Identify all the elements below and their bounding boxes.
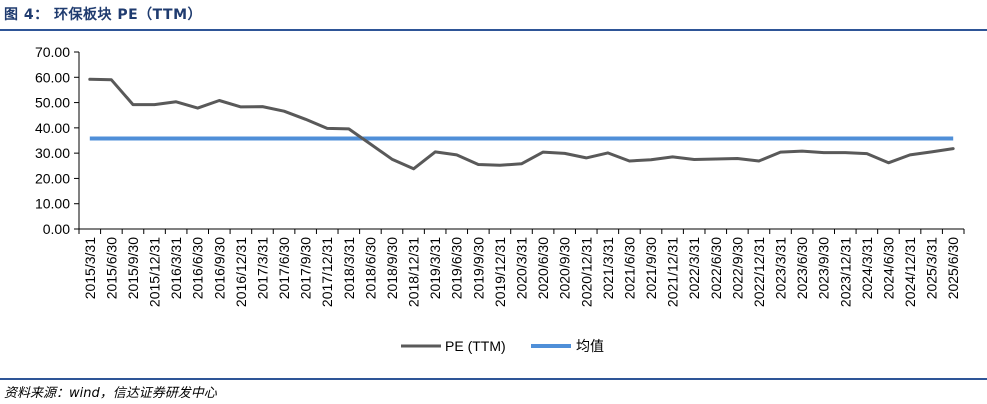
legend: PE (TTM) 均值	[401, 338, 604, 354]
y-tick-label: 20.00	[35, 170, 70, 186]
source-note: 资料来源：wind，信达证券研发中心	[4, 386, 217, 401]
x-tick-label: 2021/6/30	[621, 237, 637, 299]
x-tick-label: 2020/9/30	[557, 237, 573, 299]
y-tick-label: 10.00	[35, 196, 70, 212]
x-tick-label: 2022/9/30	[729, 237, 745, 299]
x-tick-label: 2024/6/30	[880, 237, 896, 299]
x-tick-label: 2016/12/31	[233, 237, 249, 307]
x-tick-label: 2019/12/31	[492, 237, 508, 307]
x-tick-label: 2015/9/30	[125, 237, 141, 299]
x-tick-label: 2018/6/30	[362, 237, 378, 299]
y-axis: 0.00 10.00 20.00 30.00 40.00 50.00 60.00 70.00	[35, 44, 80, 237]
y-tick-label: 30.00	[35, 145, 70, 161]
series-line-pe-ttm	[88, 77, 955, 171]
x-tick-label: 2018/3/31	[341, 237, 357, 299]
x-tick-label: 2017/9/30	[298, 237, 314, 299]
legend-label-pe-ttm: PE (TTM)	[445, 338, 506, 354]
x-tick-label: 2020/3/31	[514, 237, 530, 299]
legend-label-mean: 均值	[576, 338, 604, 354]
x-tick-label: 2023/12/31	[837, 237, 853, 307]
x-tick-label: 2017/6/30	[276, 237, 292, 299]
x-axis: 2015/3/31 2015/6/30 2015/9/30 2015/12/31 201…	[78, 228, 965, 307]
y-tick-label: 40.00	[35, 120, 70, 136]
x-tick-label: 2018/12/31	[406, 237, 422, 307]
x-tick-label: 2017/3/31	[254, 237, 270, 299]
y-tick-label: 60.00	[35, 69, 70, 85]
y-tick-label: 70.00	[35, 44, 70, 60]
series-lines	[88, 77, 955, 171]
y-tick-label: 50.00	[35, 95, 70, 111]
y-tick-label: 0.00	[43, 221, 70, 237]
x-tick-label: 2023/3/31	[773, 237, 789, 299]
x-tick-label: 2016/6/30	[190, 237, 206, 299]
x-tick-label: 2025/3/31	[924, 237, 940, 299]
x-tick-label: 2017/12/31	[319, 237, 335, 307]
x-tick-label: 2015/3/31	[82, 237, 98, 299]
x-tick-label: 2019/6/30	[449, 237, 465, 299]
x-tick-label: 2016/3/31	[168, 237, 184, 299]
top-rule	[0, 29, 987, 31]
x-tick-label: 2019/9/30	[470, 237, 486, 299]
x-tick-label: 2023/9/30	[816, 237, 832, 299]
x-tick-label: 2021/3/31	[600, 237, 616, 299]
x-tick-label: 2021/9/30	[643, 237, 659, 299]
x-tick-label: 2025/6/30	[945, 237, 961, 299]
x-tick-label: 2022/3/31	[686, 237, 702, 299]
line-chart: 0.0010.0020.0030.0040.0050.0060.0070.00 …	[35, 44, 965, 354]
figure-title: 图 4： 环保板块 PE（TTM）	[4, 7, 203, 23]
x-tick-label: 2024/3/31	[859, 237, 875, 299]
x-tick-label: 2018/9/30	[384, 237, 400, 299]
x-tick-label: 2020/6/30	[535, 237, 551, 299]
x-tick-label: 2023/6/30	[794, 237, 810, 299]
x-tick-label: 2021/12/31	[665, 237, 681, 307]
x-tick-label: 2022/6/30	[708, 237, 724, 299]
x-tick-label: 2024/12/31	[902, 237, 918, 307]
x-tick-label: 2015/12/31	[147, 237, 163, 307]
x-tick-label: 2016/9/30	[211, 237, 227, 299]
x-tick-label: 2015/6/30	[103, 237, 119, 299]
x-tick-label: 2020/12/31	[578, 237, 594, 307]
x-tick-label: 2022/12/31	[751, 237, 767, 307]
bottom-rule	[0, 378, 987, 380]
x-tick-label: 2019/3/31	[427, 237, 443, 299]
